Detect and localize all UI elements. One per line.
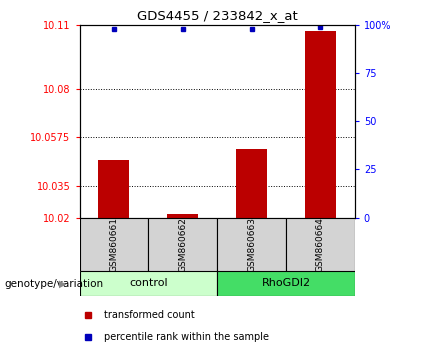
Bar [286, 218, 355, 271]
Text: GSM860664: GSM860664 [316, 217, 325, 272]
Text: genotype/variation: genotype/variation [4, 279, 104, 289]
Text: ▶: ▶ [59, 279, 67, 289]
Text: control: control [129, 278, 168, 288]
Text: GSM860662: GSM860662 [178, 217, 187, 272]
Bar [148, 218, 217, 271]
Text: GSM860663: GSM860663 [247, 217, 256, 272]
Bar [217, 218, 286, 271]
Text: GSM860661: GSM860661 [110, 217, 118, 272]
Title: GDS4455 / 233842_x_at: GDS4455 / 233842_x_at [137, 9, 298, 22]
Text: percentile rank within the sample: percentile rank within the sample [104, 332, 269, 342]
Bar [80, 271, 217, 296]
Text: transformed count: transformed count [104, 310, 195, 320]
Bar [236, 149, 267, 218]
Bar [98, 160, 129, 218]
Bar [217, 271, 355, 296]
Bar [305, 31, 336, 218]
Text: RhoGDI2: RhoGDI2 [261, 278, 310, 288]
Bar [167, 215, 198, 218]
Bar [80, 218, 148, 271]
